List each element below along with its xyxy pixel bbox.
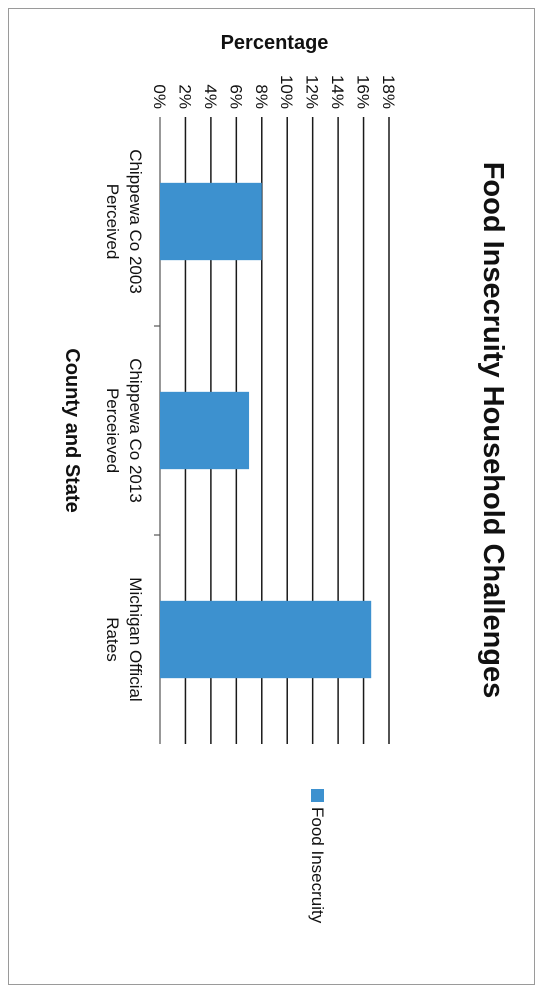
bars — [159, 182, 372, 679]
y-tick-label: 12% — [303, 75, 322, 109]
legend: Food Insecruity — [308, 789, 327, 924]
chart-title: Food Insecruity Household Challenges — [477, 162, 509, 699]
bar-chart: Food Insecruity Household Challenges 0% 2… — [61, 32, 509, 924]
x-axis-title: County and State — [61, 348, 83, 512]
y-tick-label: 6% — [226, 84, 245, 109]
legend-label: Food Insecruity — [308, 807, 327, 924]
category-label: Chippewa Co 2013Perceieved — [103, 358, 145, 503]
x-axis — [154, 325, 160, 536]
category-label: Michigan OfficialRates — [103, 577, 145, 701]
y-tick-label: 18% — [379, 75, 398, 109]
y-tick-label: 2% — [175, 84, 194, 109]
bar — [159, 391, 250, 470]
legend-swatch — [311, 789, 324, 802]
y-tick-label: 4% — [201, 84, 220, 109]
y-tick-label: 8% — [252, 84, 271, 109]
y-tick-label: 14% — [328, 75, 347, 109]
category-label: Chippewa Co 2003Perceived — [103, 149, 145, 294]
y-axis-title: Percentage — [221, 32, 329, 54]
y-tick-label: 0% — [150, 84, 169, 109]
category-labels: Chippewa Co 2003Perceived Chippewa Co 201… — [103, 149, 145, 702]
y-tick-labels: 0% 2% 4% 6% 8% 10% 12% 14% 16% 18% — [150, 75, 398, 109]
chart-frame: Food Insecruity Household Challenges 0% 2… — [8, 8, 535, 985]
y-tick-label: 16% — [354, 75, 373, 109]
bar — [160, 600, 372, 679]
bar — [159, 182, 262, 261]
y-tick-label: 10% — [277, 75, 296, 109]
